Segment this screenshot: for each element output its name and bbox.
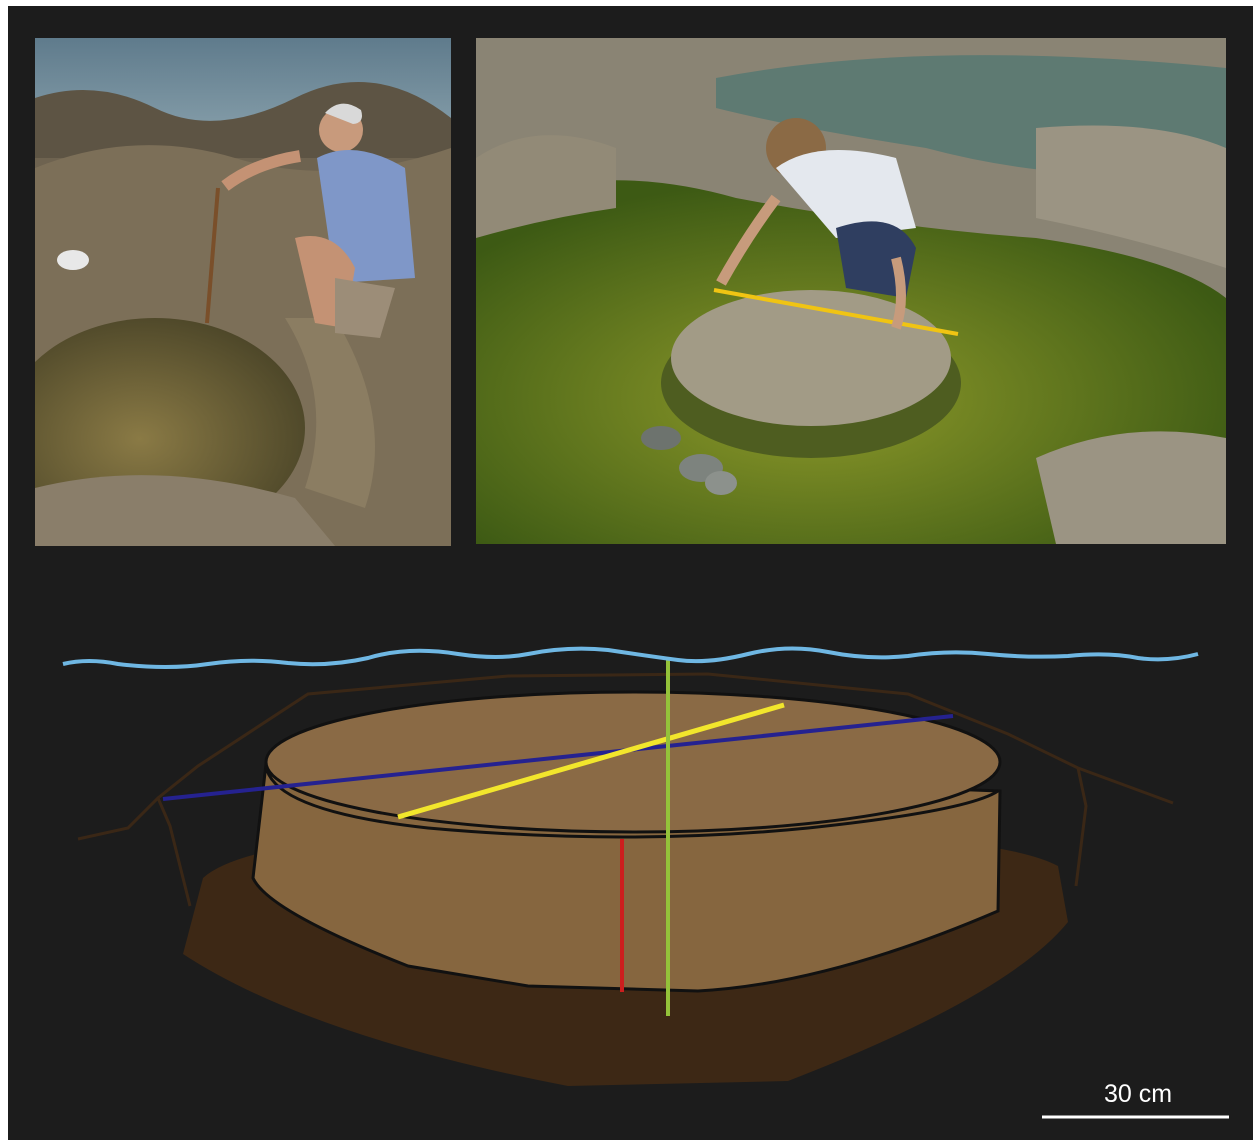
rock-outline-left — [156, 797, 192, 907]
diameter-line-yellow — [397, 702, 785, 820]
boulder-top-edge — [264, 765, 999, 839]
figure-panel: 30 cm — [8, 6, 1253, 1140]
rock-outline — [77, 672, 1174, 841]
boulder-diagram — [62, 646, 1229, 1119]
boulder-top — [264, 690, 1002, 834]
water-surface-line — [62, 646, 1199, 669]
right-photo — [476, 38, 1226, 544]
diameter-line-blue — [162, 714, 954, 801]
rock-outline-right — [1074, 767, 1088, 887]
scale-bar-label: 30 cm — [1103, 1080, 1173, 1108]
photo-woman-measuring-boulder-icon — [476, 38, 1226, 544]
photo-man-measuring-pool-icon — [35, 38, 451, 546]
left-photo — [35, 38, 451, 546]
